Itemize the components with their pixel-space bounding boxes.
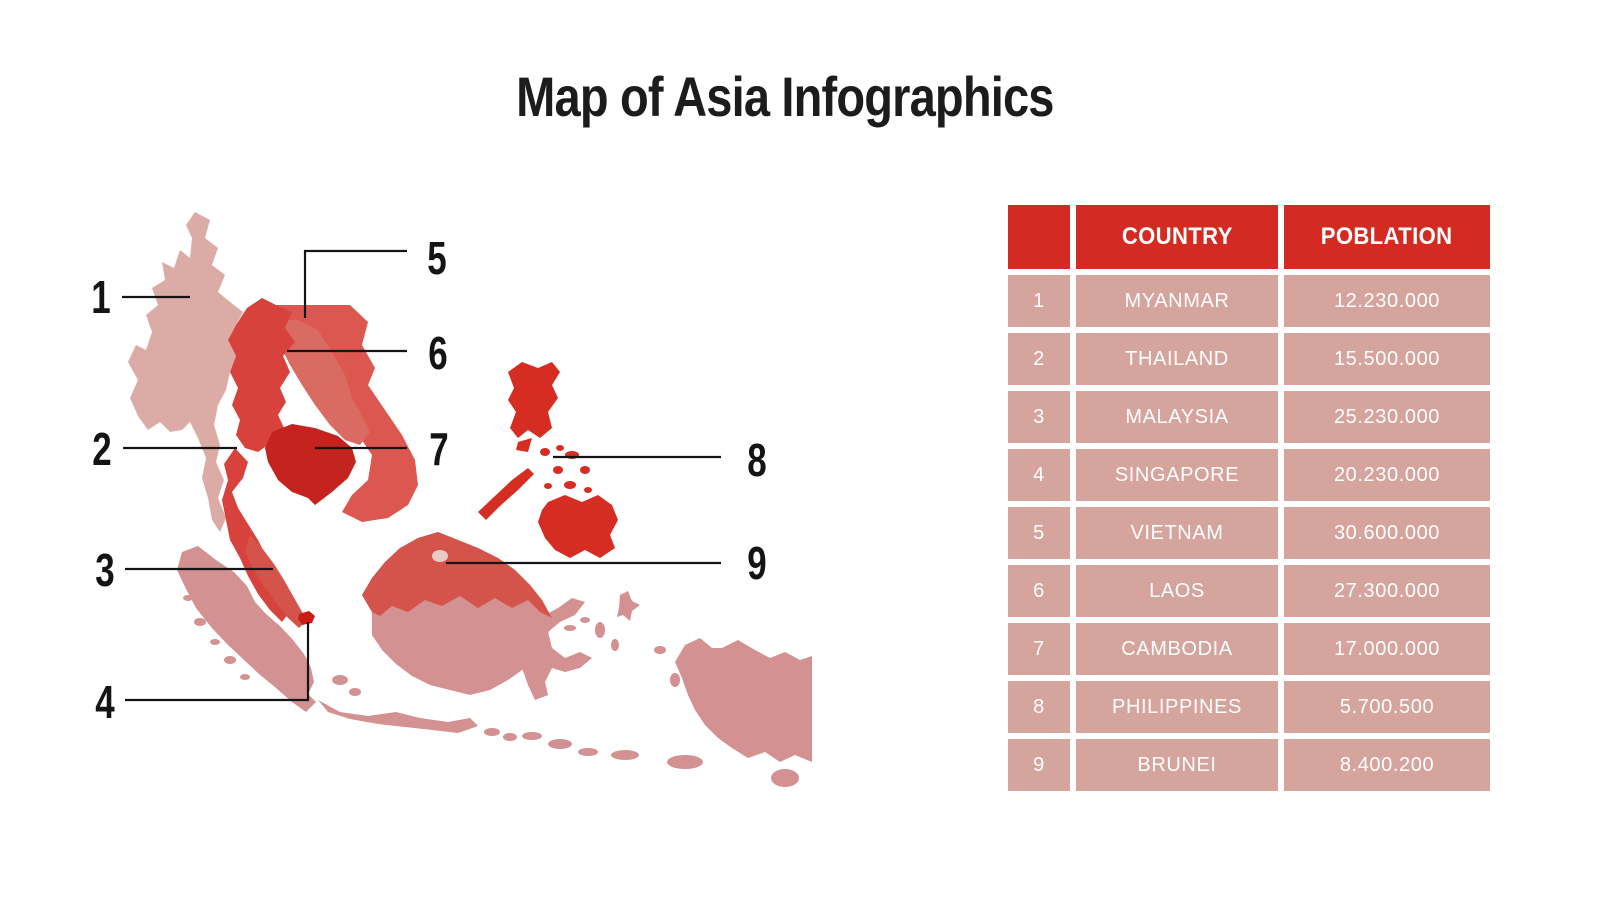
map-island-sulawesi — [515, 598, 592, 700]
map-country-thailand — [228, 298, 295, 452]
table-cell-country: LAOS — [1076, 565, 1278, 617]
table-cell-country: MALAYSIA — [1076, 391, 1278, 443]
table-cell-index: 6 — [1008, 565, 1070, 617]
table-cell-country: MYANMAR — [1076, 275, 1278, 327]
table-cell-index: 8 — [1008, 681, 1070, 733]
map-callout-7: 7 — [429, 423, 449, 475]
table-cell-country: PHILIPPINES — [1076, 681, 1278, 733]
map-island-mindoro — [516, 438, 532, 452]
table-cell-country: THAILAND — [1076, 333, 1278, 385]
map-callout-1: 1 — [91, 271, 111, 323]
table-header-poblation: POBLATION — [1284, 205, 1490, 269]
map-island-halmahera — [617, 591, 640, 621]
map-callout-5: 5 — [427, 232, 447, 284]
title-wrap: Map of Asia Infographics — [0, 64, 1570, 129]
table-cell-poblation: 15.500.000 — [1284, 333, 1490, 385]
map-island-java — [318, 700, 478, 733]
map-island-sumatra — [177, 546, 316, 712]
table-cell-index: 9 — [1008, 739, 1070, 791]
map-country-malaysia-peninsula — [245, 535, 307, 628]
map-island-palawan — [478, 468, 534, 520]
map-island-luzon — [508, 362, 560, 438]
map-country-philippines — [478, 362, 618, 558]
table-cell-poblation: 27.300.000 — [1284, 565, 1490, 617]
table-cell-country: BRUNEI — [1076, 739, 1278, 791]
map-country-singapore — [298, 611, 315, 625]
table-cell-poblation: 8.400.200 — [1284, 739, 1490, 791]
table-cell-country: SINGAPORE — [1076, 449, 1278, 501]
table-cell-index: 2 — [1008, 333, 1070, 385]
map-callout-9: 9 — [747, 537, 767, 589]
map-callout-3: 3 — [95, 544, 115, 596]
table-header-country: COUNTRY — [1076, 205, 1278, 269]
map-callout-4: 4 — [95, 676, 115, 728]
page-title: Map of Asia Infographics — [516, 65, 1054, 128]
table-cell-poblation: 30.600.000 — [1284, 507, 1490, 559]
map-country-myanmar — [128, 212, 243, 532]
map-island-mindanao — [538, 495, 618, 558]
table-cell-poblation: 25.230.000 — [1284, 391, 1490, 443]
table-cell-index: 3 — [1008, 391, 1070, 443]
map-country-brunei — [432, 550, 448, 562]
table-cell-country: VIETNAM — [1076, 507, 1278, 559]
callout-lines — [122, 249, 721, 702]
map-country-malaysia-borneo — [362, 532, 552, 618]
map-country-vietnam — [272, 305, 418, 522]
table-cell-index: 4 — [1008, 449, 1070, 501]
table-cell-poblation: 5.700.500 — [1284, 681, 1490, 733]
table-cell-country: CAMBODIA — [1076, 623, 1278, 675]
table-cell-index: 7 — [1008, 623, 1070, 675]
table-cell-index: 5 — [1008, 507, 1070, 559]
map-callout-8: 8 — [747, 434, 767, 486]
map-island-papua — [675, 638, 812, 762]
table-cell-poblation: 17.000.000 — [1284, 623, 1490, 675]
table-cell-poblation: 12.230.000 — [1284, 275, 1490, 327]
map-callout-6: 6 — [428, 327, 448, 379]
southeast-asia-map — [122, 212, 812, 787]
table-cell-index: 1 — [1008, 275, 1070, 327]
table-header-index — [1008, 205, 1070, 269]
population-table: COUNTRY POBLATION 1 MYANMAR 12.230.000 2… — [1008, 205, 1490, 791]
map-country-cambodia — [265, 424, 356, 505]
table-cell-poblation: 20.230.000 — [1284, 449, 1490, 501]
map-callout-2: 2 — [92, 423, 112, 475]
